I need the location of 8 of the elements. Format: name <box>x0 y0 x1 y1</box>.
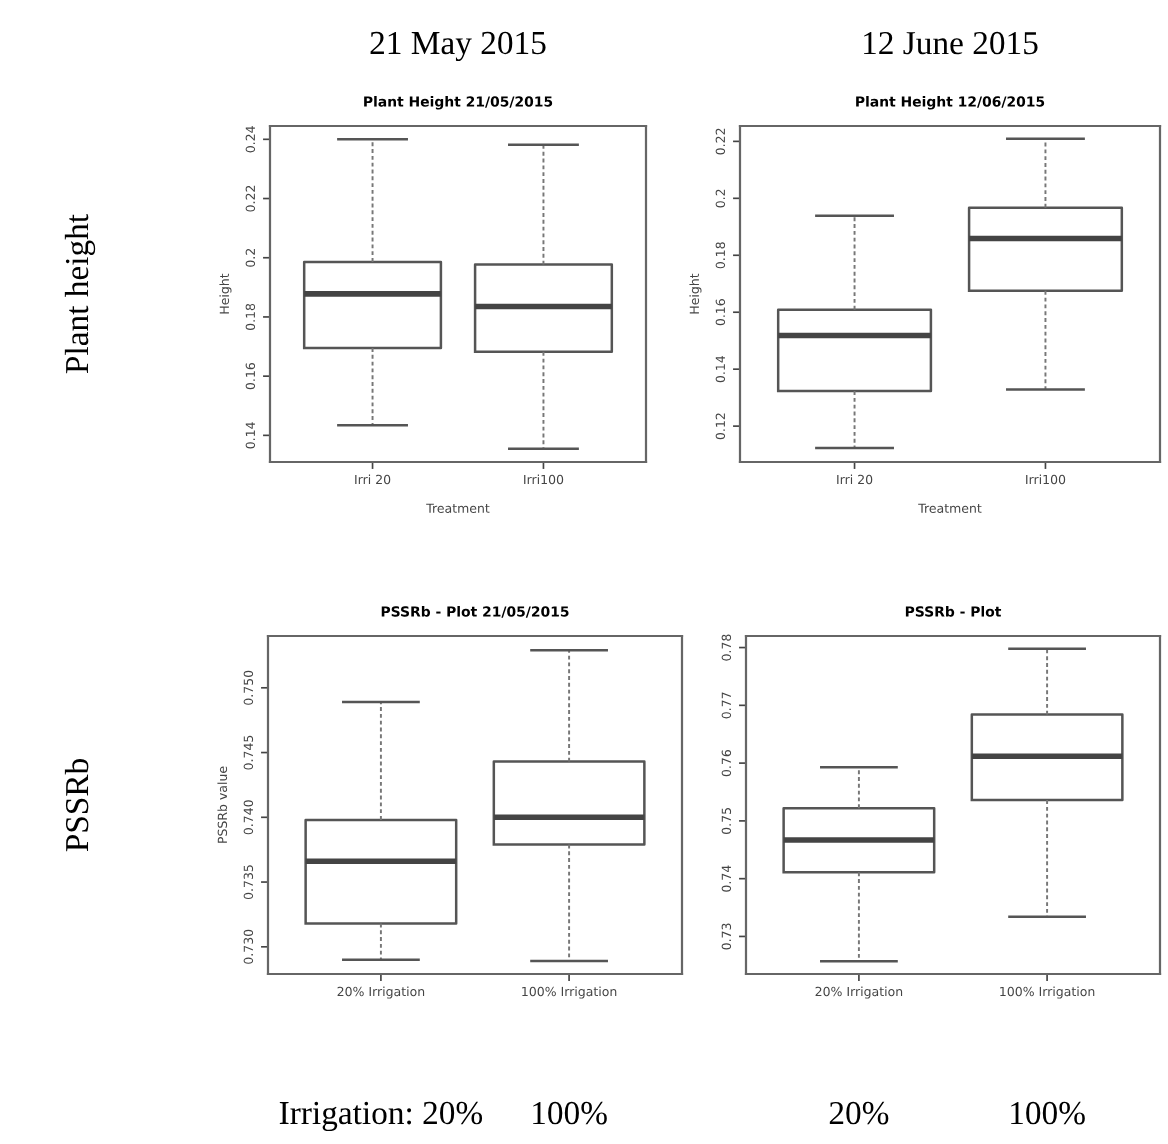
chart-subtitle: 12 June 2015 <box>864 31 1038 55</box>
text: PSSRb <box>64 759 89 852</box>
chart-subtitle: 21 May 2015 <box>370 31 546 62</box>
text: 100% <box>1011 1101 1085 1125</box>
text: 100% <box>533 1101 607 1125</box>
text: 20% <box>829 1101 889 1125</box>
text: Irrigation: 20% <box>279 1101 483 1132</box>
text: Plant height <box>64 214 96 374</box>
